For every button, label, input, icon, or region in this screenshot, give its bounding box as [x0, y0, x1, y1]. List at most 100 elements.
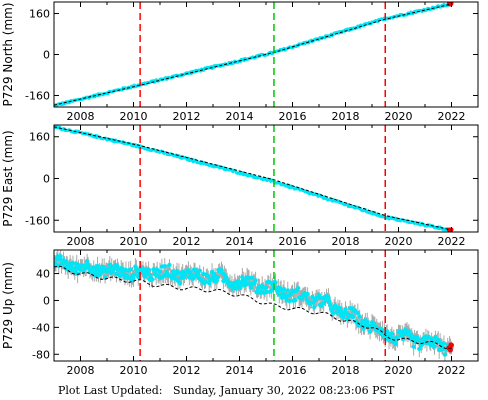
observed-point	[411, 344, 416, 349]
observed-point	[328, 303, 333, 308]
footer-timestamp: Sunday, January 30, 2022 08:23:06 PST	[172, 384, 395, 397]
observed-point	[167, 262, 172, 268]
observed-point	[293, 297, 298, 303]
y-tick-label: 160	[29, 8, 50, 21]
x-tick-label: 2014	[226, 110, 254, 123]
observed-point	[285, 288, 290, 293]
observed-point	[365, 319, 370, 325]
observed-point	[316, 292, 322, 298]
observed-point	[131, 276, 136, 281]
x-tick-label: 2018	[332, 110, 360, 123]
y-axis-label: P729 North (mm)	[1, 2, 15, 106]
observed-point	[350, 314, 356, 320]
plot-area	[54, 2, 454, 107]
observed-point	[132, 272, 137, 278]
observed-point	[64, 259, 69, 264]
x-tick-label: 2008	[67, 364, 95, 377]
east-panel: 2008 2010 2012 2014 2016 2018 2020 2022 -160 0 160…	[1, 124, 479, 248]
observed-point	[432, 344, 437, 349]
x-tick-label: 2012	[173, 235, 201, 248]
observed-point	[352, 308, 358, 313]
observed-point	[249, 275, 255, 280]
observed-point	[287, 298, 292, 304]
observed-point	[263, 285, 269, 290]
observed-point	[101, 265, 107, 270]
observed-point	[195, 271, 201, 277]
model-line	[54, 265, 452, 349]
observed-point	[102, 275, 108, 281]
footer-label: Plot Last Updated:	[58, 384, 163, 397]
observed-point	[84, 258, 90, 264]
y-tick-label: 0	[43, 173, 50, 186]
x-tick-label: 2014	[226, 364, 254, 377]
observed-point	[343, 306, 348, 312]
observed-point	[330, 310, 336, 316]
observed-point	[295, 286, 301, 291]
observed-point	[275, 288, 280, 294]
x-tick-label: 2010	[120, 110, 148, 123]
y-tick-label: 0	[43, 294, 50, 307]
observed-point	[73, 265, 78, 271]
x-tick-label: 2018	[332, 235, 360, 248]
observed-point	[442, 352, 448, 357]
observed-point	[436, 347, 442, 353]
observed-point	[214, 278, 219, 283]
x-tick-label: 2012	[173, 110, 201, 123]
observed-point	[118, 273, 123, 279]
observed-point	[312, 304, 317, 310]
observed-points	[54, 254, 454, 357]
x-tick-label: 2022	[438, 235, 466, 248]
y-tick-label: -160	[25, 214, 50, 227]
y-tick-label: -80	[32, 348, 50, 361]
observed-point	[281, 287, 287, 292]
x-tick-label: 2010	[120, 364, 148, 377]
x-tick-label: 2010	[120, 235, 148, 248]
observed-point	[389, 331, 395, 336]
observed-point	[238, 285, 243, 290]
observed-point	[337, 306, 343, 311]
x-tick-label: 2012	[173, 364, 201, 377]
observed-point	[197, 268, 202, 273]
north-panel: 2008 2010 2012 2014 2016 2018 2020 2022 -160 0 160…	[1, 1, 479, 123]
x-tick-label: 2016	[279, 235, 307, 248]
latest-point	[446, 227, 451, 232]
x-tick-label: 2016	[279, 364, 307, 377]
x-axis: 2008 2010 2012 2014 2016 2018 2020 2022	[53, 125, 479, 248]
observed-point	[243, 282, 249, 287]
observed-point	[355, 310, 361, 316]
observed-point	[277, 292, 282, 297]
observed-point	[321, 301, 326, 306]
y-tick-label: -160	[25, 89, 50, 102]
x-tick-label: 2020	[385, 235, 413, 248]
observed-point	[367, 329, 373, 334]
model-line	[54, 126, 452, 231]
x-tick-label: 2014	[226, 235, 254, 248]
observed-point	[221, 278, 226, 284]
observed-point	[305, 291, 310, 297]
plot-area	[54, 125, 454, 232]
x-tick-label: 2016	[279, 110, 307, 123]
observed-point	[310, 294, 315, 300]
observed-points	[54, 125, 454, 232]
observed-point	[357, 314, 362, 319]
observed-point	[433, 334, 438, 340]
y-axis: -160 0 160	[25, 8, 478, 102]
x-tick-label: 2008	[67, 110, 95, 123]
observed-point	[248, 285, 254, 290]
observed-point	[112, 266, 117, 271]
observed-point	[157, 269, 163, 274]
plot-area	[54, 250, 454, 361]
x-tick-label: 2022	[438, 364, 466, 377]
y-tick-label: 40	[36, 268, 50, 281]
y-tick-label: 160	[29, 131, 50, 144]
observed-point	[429, 336, 434, 342]
y-axis: -80 -40 0 40	[32, 268, 478, 361]
y-axis-label: P729 East (mm)	[1, 130, 15, 226]
observed-point	[177, 280, 183, 286]
x-tick-label: 2020	[385, 110, 413, 123]
observed-point	[304, 297, 309, 302]
observed-point	[95, 263, 100, 269]
observed-point	[253, 278, 258, 283]
observed-point	[150, 277, 155, 282]
